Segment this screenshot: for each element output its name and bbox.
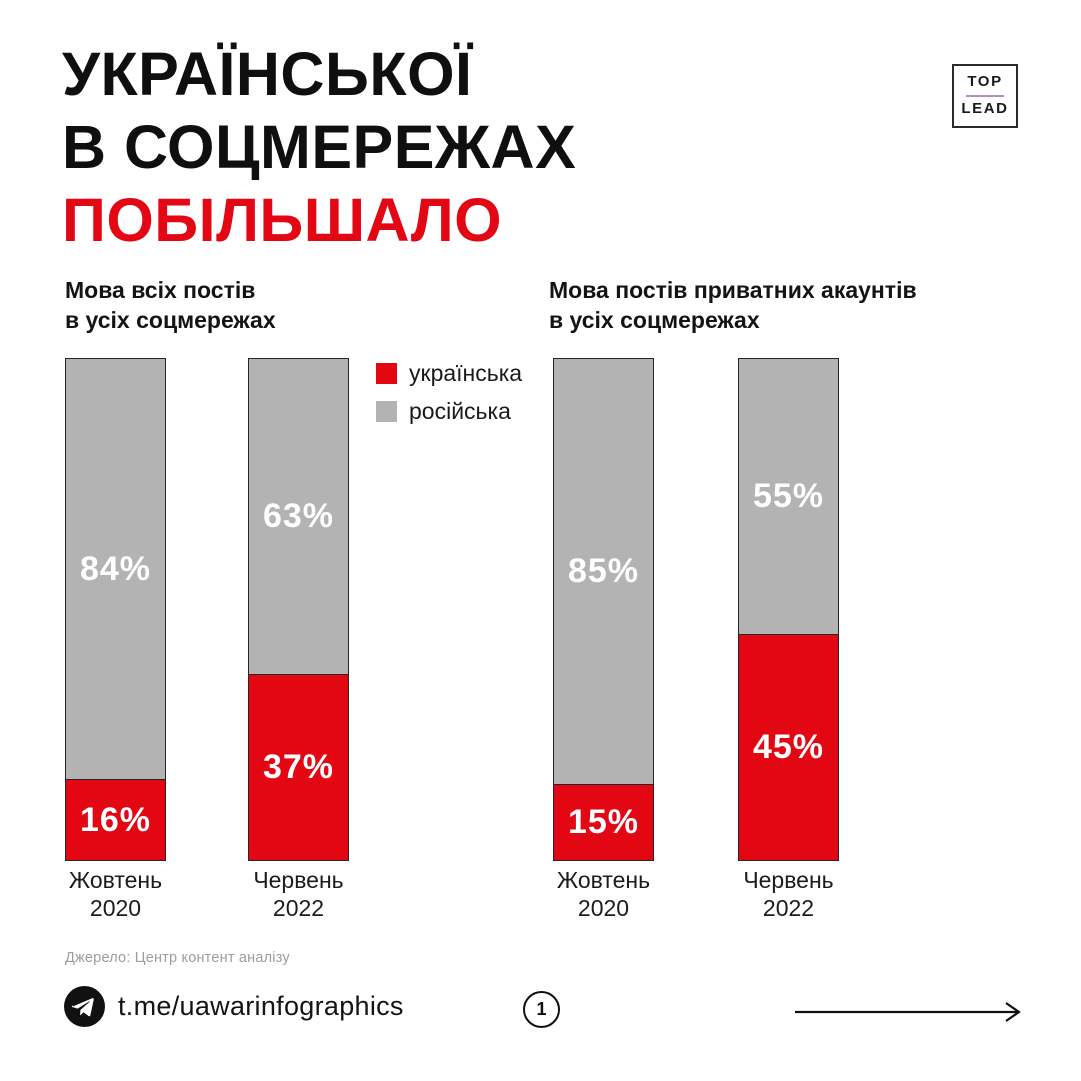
bar-value-ukrainian: 16% (79, 800, 152, 839)
stacked-bar: 55% 45% (738, 358, 839, 861)
bar-value-russian: 85% (567, 552, 640, 590)
page-number-badge: 1 (523, 991, 560, 1028)
legend: українська російська (376, 360, 522, 425)
logo-divider (966, 95, 1004, 97)
bar-value-ukrainian: 15% (567, 803, 640, 841)
bar-category-label: Червень 2022 (253, 867, 344, 922)
bar-category-label: Жовтень 2020 (556, 867, 651, 922)
bar-private-jun-2022: 55% 45% Червень 2022 (738, 358, 839, 921)
bar-segment-russian: 63% (249, 359, 348, 674)
legend-label-russian: російська (409, 398, 511, 424)
stacked-bar: 84% 16% (65, 358, 166, 861)
legend-swatch-russian (376, 401, 397, 422)
logo-lead-text: LEAD (961, 100, 1009, 117)
bar-segment-russian: 85% (554, 359, 653, 784)
bar-segment-ukrainian: 45% (739, 634, 838, 860)
logo-top-text: TOP (967, 73, 1003, 91)
bar-all-posts-oct-2020: 84% 16% Жовтень 2020 (65, 358, 166, 921)
stacked-bar: 63% 37% (248, 358, 349, 861)
bar-category-label: Червень 2022 (743, 867, 834, 922)
chart-title-private-accounts: Мова постів приватних акаунтів в усіх со… (549, 277, 917, 333)
bar-category-label: Жовтень 2020 (68, 867, 163, 922)
source-note: Джерело: Центр контент аналізу (65, 950, 290, 966)
bar-value-ukrainian: 45% (752, 728, 825, 766)
bar-value-russian: 55% (752, 477, 825, 515)
right-arrow-icon[interactable] (793, 1000, 1025, 1024)
stacked-bar: 85% 15% (553, 358, 654, 861)
channel-url[interactable]: t.me/uawarinfographics (118, 991, 404, 1021)
title-line-3: ПОБІЛЬШАЛО (62, 186, 503, 254)
bar-all-posts-jun-2022: 63% 37% Червень 2022 (248, 358, 349, 921)
bar-segment-russian: 55% (739, 359, 838, 634)
bar-segment-russian: 84% (66, 359, 165, 779)
bar-value-russian: 84% (79, 549, 152, 588)
bar-segment-ukrainian: 15% (554, 784, 653, 860)
chart-title-all-posts: Мова всіх постів в усіх соцмережах (65, 277, 276, 333)
page-number: 1 (536, 999, 547, 1019)
bar-private-oct-2020: 85% 15% Жовтень 2020 (553, 358, 654, 921)
legend-label-ukrainian: українська (409, 360, 523, 386)
title-line-2: В СОЦМЕРЕЖАХ (62, 113, 577, 181)
title-line-1: УКРАЇНСЬКОЇ (62, 40, 473, 108)
legend-swatch-ukrainian (376, 363, 397, 384)
bar-value-ukrainian: 37% (262, 748, 335, 786)
telegram-channel-link[interactable]: t.me/uawarinfographics (64, 986, 404, 1027)
bar-segment-ukrainian: 16% (66, 779, 165, 860)
page-title: УКРАЇНСЬКОЇ В СОЦМЕРЕЖАХ ПОБІЛЬШАЛО (62, 38, 576, 257)
legend-item-russian: російська (376, 398, 522, 425)
telegram-icon (64, 986, 105, 1027)
bar-value-russian: 63% (262, 497, 335, 535)
bar-segment-ukrainian: 37% (249, 674, 348, 860)
legend-item-ukrainian: українська (376, 360, 522, 387)
toplead-logo: TOP LEAD (952, 64, 1018, 128)
